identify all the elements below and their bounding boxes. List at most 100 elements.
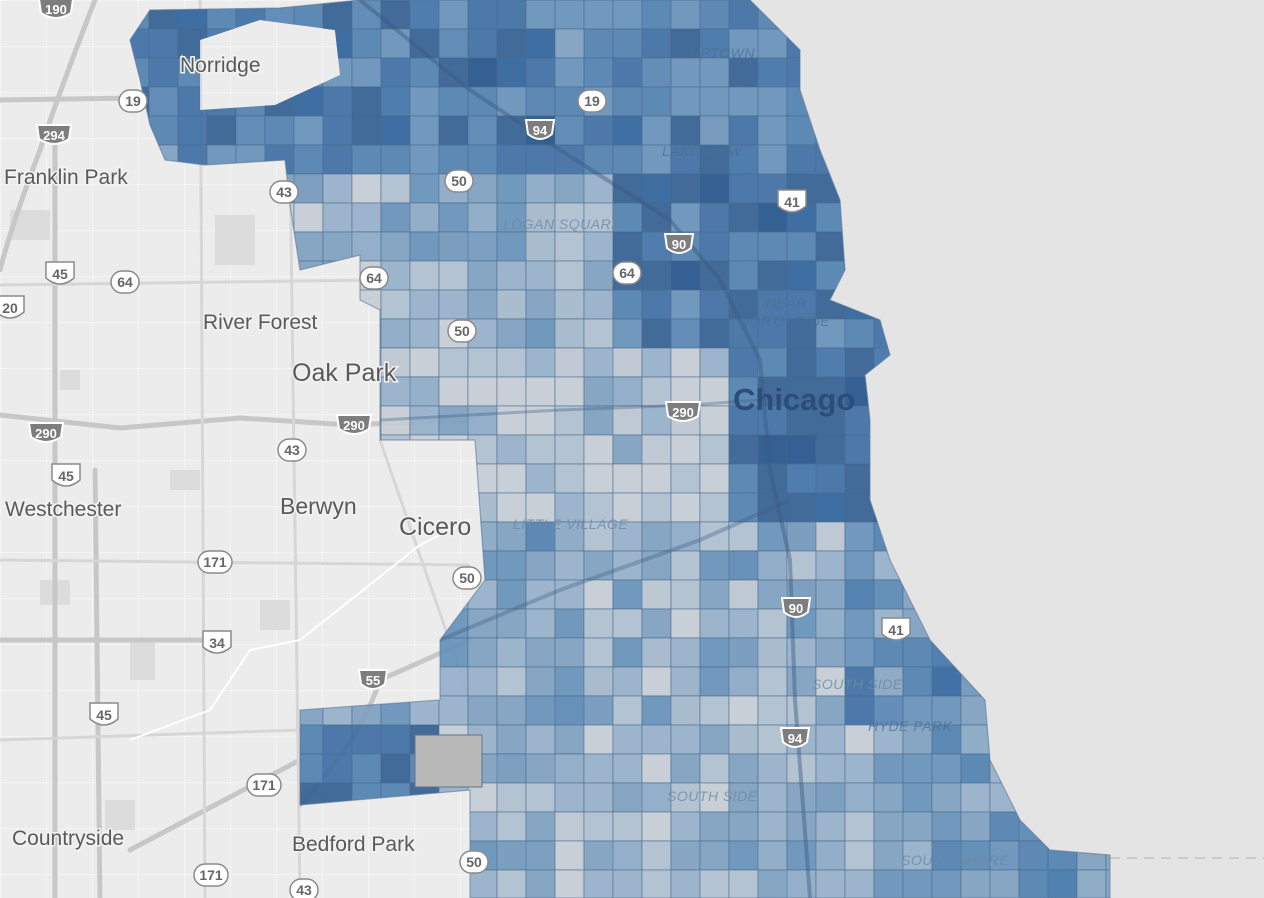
census-tract[interactable] [554, 231, 585, 262]
census-tract[interactable] [670, 782, 701, 813]
census-tract[interactable] [438, 695, 469, 726]
census-tract[interactable] [641, 289, 672, 320]
census-tract[interactable] [496, 318, 527, 349]
census-tract[interactable] [641, 666, 672, 697]
census-tract[interactable] [670, 434, 701, 465]
census-tract[interactable] [438, 637, 469, 668]
census-tract[interactable] [525, 28, 556, 59]
census-tract[interactable] [409, 115, 440, 146]
census-tract[interactable] [612, 347, 643, 378]
place-countryside[interactable]: Countryside [11, 826, 126, 852]
census-tract[interactable] [815, 840, 846, 871]
census-tract[interactable] [844, 869, 875, 898]
census-tract[interactable] [728, 260, 759, 291]
census-tract[interactable] [670, 492, 701, 523]
census-tract[interactable] [148, 57, 179, 88]
census-tract[interactable] [264, 115, 295, 146]
census-tract[interactable] [322, 173, 353, 204]
census-tract[interactable] [554, 637, 585, 668]
census-tract[interactable] [496, 405, 527, 436]
census-tract[interactable] [757, 811, 788, 842]
census-tract[interactable] [670, 840, 701, 871]
census-tract[interactable] [554, 202, 585, 233]
census-tract[interactable] [467, 637, 498, 668]
census-tract[interactable] [844, 550, 875, 581]
census-tract[interactable] [699, 608, 730, 639]
census-tract[interactable] [902, 869, 933, 898]
census-tract[interactable] [554, 173, 585, 204]
census-tract[interactable] [844, 318, 875, 349]
census-tract[interactable] [380, 57, 411, 88]
census-tract[interactable] [496, 0, 527, 30]
census-tract[interactable] [670, 666, 701, 697]
census-tract[interactable] [641, 115, 672, 146]
hood-hyde-park[interactable]: HYDE PARK [868, 718, 953, 734]
census-tract[interactable] [496, 434, 527, 465]
census-tract[interactable] [670, 463, 701, 494]
census-tract[interactable] [351, 28, 382, 59]
census-tract[interactable] [612, 318, 643, 349]
census-tract[interactable] [583, 28, 614, 59]
census-tract[interactable] [467, 231, 498, 262]
census-tract[interactable] [815, 347, 846, 378]
census-tract[interactable] [757, 86, 788, 117]
census-tract[interactable] [583, 550, 614, 581]
census-tract[interactable] [525, 57, 556, 88]
census-tract[interactable] [612, 724, 643, 755]
census-tract[interactable] [148, 28, 179, 59]
census-tract[interactable] [670, 347, 701, 378]
census-tract[interactable] [641, 608, 672, 639]
census-tract[interactable] [554, 405, 585, 436]
census-tract[interactable] [815, 550, 846, 581]
census-tract[interactable] [960, 811, 991, 842]
census-tract[interactable] [583, 666, 614, 697]
census-tract[interactable] [670, 695, 701, 726]
census-tract[interactable] [351, 753, 382, 784]
census-tract[interactable] [380, 405, 411, 436]
place-westchester[interactable]: Westchester [4, 497, 123, 523]
census-tract[interactable] [554, 347, 585, 378]
census-tract[interactable] [728, 811, 759, 842]
census-tract[interactable] [467, 28, 498, 59]
census-tract[interactable] [960, 782, 991, 813]
census-tract[interactable] [699, 173, 730, 204]
census-tract[interactable] [931, 811, 962, 842]
census-tract[interactable] [467, 260, 498, 291]
census-tract[interactable] [612, 492, 643, 523]
census-tract[interactable] [554, 811, 585, 842]
census-tract[interactable] [525, 637, 556, 668]
census-tract[interactable] [409, 86, 440, 117]
census-tract[interactable] [583, 231, 614, 262]
census-tract[interactable] [699, 405, 730, 436]
census-tract[interactable] [873, 753, 904, 784]
census-tract[interactable] [757, 231, 788, 262]
census-tract[interactable] [235, 115, 266, 146]
census-tract[interactable] [670, 86, 701, 117]
census-tract[interactable] [409, 405, 440, 436]
place-chicago[interactable]: Chicago [733, 382, 855, 417]
census-tract[interactable] [670, 260, 701, 291]
census-tract[interactable] [728, 753, 759, 784]
census-tract[interactable] [496, 637, 527, 668]
census-tract[interactable] [380, 144, 411, 175]
census-tract[interactable] [351, 724, 382, 755]
census-tract[interactable] [902, 782, 933, 813]
census-tract[interactable] [815, 231, 846, 262]
census-tract[interactable] [699, 811, 730, 842]
census-tract[interactable] [902, 811, 933, 842]
census-tract[interactable] [699, 695, 730, 726]
census-tract[interactable] [844, 521, 875, 552]
census-tract[interactable] [351, 57, 382, 88]
census-tract[interactable] [554, 260, 585, 291]
census-tract[interactable] [844, 463, 875, 494]
census-tract[interactable] [612, 86, 643, 117]
census-tract[interactable] [670, 57, 701, 88]
census-tract[interactable] [554, 28, 585, 59]
census-tract[interactable] [583, 753, 614, 784]
census-tract[interactable] [641, 869, 672, 898]
census-tract[interactable] [815, 695, 846, 726]
census-tract[interactable] [583, 318, 614, 349]
census-tract[interactable] [670, 521, 701, 552]
place-oak-park[interactable]: Oak Park [291, 358, 399, 389]
census-tract[interactable] [699, 753, 730, 784]
